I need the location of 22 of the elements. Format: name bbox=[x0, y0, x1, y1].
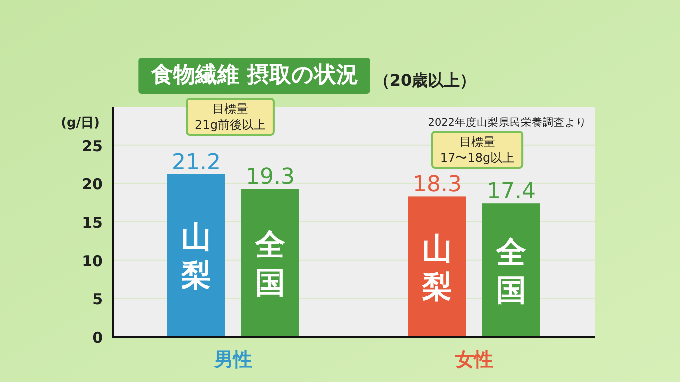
series-label: 山梨 bbox=[180, 220, 212, 294]
text: 山梨 bbox=[422, 232, 452, 305]
annotation: 目標量 17〜18g以上 bbox=[440, 135, 515, 165]
y-axis-title: (g/日) bbox=[61, 116, 100, 131]
series-label: 全国 bbox=[254, 228, 286, 302]
y-tick-label: 10 bbox=[82, 252, 103, 270]
data-label: 21.2 bbox=[172, 150, 221, 176]
x-tick-label: 男性 bbox=[214, 349, 252, 371]
text: 全国 bbox=[496, 235, 526, 308]
y-tick-label: 15 bbox=[82, 214, 103, 232]
chart-subtitle: （20歳以上） bbox=[374, 71, 476, 90]
annotation: 目標量 21g前後以上 bbox=[195, 102, 266, 132]
data-label: 17.4 bbox=[487, 180, 536, 205]
data-label: 18.3 bbox=[413, 172, 462, 198]
y-tick-label: 25 bbox=[82, 137, 103, 156]
chart-title: 食物繊維 摂取の状況 bbox=[150, 63, 358, 88]
annotation: 2022年度山梨県民栄養調査より bbox=[428, 116, 587, 129]
data-label: 19.3 bbox=[246, 165, 295, 190]
y-tick-label: 20 bbox=[82, 176, 103, 194]
x-tick-label: 女性 bbox=[454, 349, 494, 371]
y-tick-label: 0 bbox=[92, 329, 103, 347]
y-tick-label: 5 bbox=[92, 290, 103, 309]
